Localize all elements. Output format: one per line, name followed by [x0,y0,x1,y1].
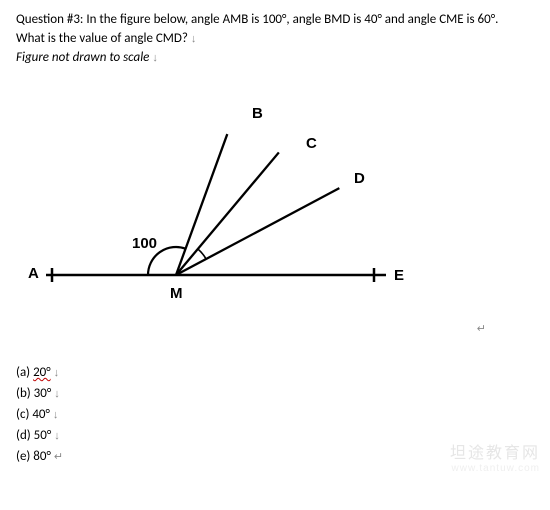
para-mark-icon: ↓ [191,33,197,45]
geometry-figure: A E M 100 B C D ↵ [16,75,516,335]
para-mark-icon: ↓ [54,367,60,379]
point-label-c: C [306,135,317,152]
question-line-2: What is the value of angle CMD? ↓ [16,31,534,46]
option-key: (b) [16,386,34,401]
para-mark-icon: ↓ [54,388,60,400]
option-text: 50° [34,428,52,443]
para-mark-icon: ↓ [152,52,158,64]
point-label-b: B [252,105,263,122]
option-key: (d) [16,428,34,443]
option-text: 30° [34,386,52,401]
option-key: (e) [16,449,33,464]
watermark-text-small: www.tantuw.com [450,463,540,474]
question-text-2: What is the value of angle CMD? [16,31,188,46]
point-label-d: D [354,170,365,187]
option-key: (a) [16,365,33,380]
angle-label-100: 100 [132,235,157,252]
option-a: (a) 20° ↓ [16,365,534,380]
enter-mark-icon: ↵ [477,322,486,335]
para-mark-icon: ↓ [53,409,59,421]
option-text: 20° [33,365,51,380]
option-d: (d) 50° ↓ [16,428,534,443]
option-c: (c) 40° ↓ [16,407,534,422]
option-e: (e) 80° ↵ [16,449,534,464]
option-key: (c) [16,407,32,422]
answer-options: (a) 20° ↓(b) 30° ↓(c) 40° ↓(d) 50° ↓(e) … [16,365,534,464]
question-line-1: Question #3: In the figure below, angle … [16,12,534,27]
para-mark-icon: ↓ [54,430,60,442]
option-text: 40° [32,407,50,422]
point-label-a: A [28,265,39,282]
figure-note: Figure not drawn to scale ↓ [16,50,534,65]
figure-note-text: Figure not drawn to scale [16,50,149,65]
figure-svg [16,75,516,335]
option-b: (b) 30° ↓ [16,386,534,401]
question-text-1: Question #3: In the figure below, angle … [16,12,498,27]
point-label-e: E [394,267,404,284]
option-text: 80° [33,449,51,464]
point-label-m: M [170,285,183,302]
enter-mark-icon: ↵ [54,451,63,463]
